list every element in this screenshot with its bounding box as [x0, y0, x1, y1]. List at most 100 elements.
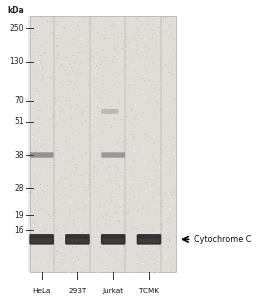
Point [167, 191, 171, 196]
Point [31, 206, 35, 210]
Point [69, 223, 73, 228]
Point [37, 61, 41, 66]
Point [94, 120, 98, 125]
Point [57, 28, 61, 33]
Point [117, 198, 121, 203]
Point [81, 153, 85, 157]
Point [30, 138, 34, 143]
Point [164, 225, 168, 230]
Point [29, 72, 33, 77]
Point [149, 249, 153, 254]
Point [49, 159, 53, 164]
Point [154, 95, 158, 100]
Point [34, 191, 38, 196]
Point [156, 49, 160, 54]
Point [79, 49, 83, 54]
Point [77, 191, 81, 196]
Point [55, 228, 59, 233]
Point [76, 102, 80, 107]
Point [125, 83, 130, 88]
Point [141, 126, 145, 131]
Point [88, 230, 92, 234]
Point [115, 175, 119, 180]
Point [57, 190, 61, 195]
FancyBboxPatch shape [101, 234, 125, 245]
Point [46, 260, 50, 265]
Point [101, 106, 105, 111]
Point [82, 189, 86, 194]
Point [80, 140, 84, 144]
Point [121, 266, 125, 271]
Point [136, 119, 141, 124]
Point [94, 48, 98, 53]
Text: 28: 28 [14, 184, 24, 193]
Point [146, 205, 150, 210]
Point [145, 56, 149, 61]
Point [83, 118, 87, 123]
Point [123, 137, 127, 142]
Point [169, 196, 174, 201]
Point [80, 209, 84, 214]
Point [167, 216, 171, 221]
Point [159, 116, 163, 121]
Point [102, 268, 106, 273]
Point [65, 81, 69, 86]
Point [154, 102, 158, 106]
Point [162, 246, 166, 251]
Point [50, 19, 54, 24]
Text: 293T: 293T [68, 288, 87, 294]
Point [103, 225, 108, 230]
Point [166, 19, 170, 24]
Point [54, 252, 58, 257]
Point [139, 170, 143, 174]
Point [136, 223, 140, 227]
Point [143, 174, 147, 179]
Point [66, 134, 70, 139]
Point [121, 130, 125, 135]
Point [56, 52, 60, 57]
Point [82, 217, 86, 222]
Point [61, 138, 65, 143]
Point [160, 253, 164, 258]
Point [82, 157, 86, 162]
Point [154, 81, 158, 86]
Point [131, 240, 135, 245]
Point [129, 168, 133, 173]
Point [30, 108, 34, 112]
Point [63, 179, 68, 184]
Point [39, 212, 43, 216]
Point [101, 170, 105, 174]
Point [50, 220, 55, 225]
Point [40, 256, 45, 261]
Point [86, 222, 90, 226]
Point [45, 99, 49, 104]
Point [81, 46, 85, 50]
Point [121, 94, 125, 99]
Point [157, 186, 161, 191]
Point [169, 169, 173, 174]
Point [39, 157, 43, 162]
Point [124, 130, 128, 134]
Point [141, 131, 145, 136]
Point [135, 206, 139, 211]
Point [56, 264, 60, 268]
Point [56, 145, 60, 150]
Point [95, 234, 99, 239]
Point [164, 87, 168, 92]
Point [113, 47, 117, 51]
Point [106, 122, 110, 127]
Point [83, 234, 87, 239]
Point [158, 201, 163, 206]
Point [38, 144, 42, 149]
Point [77, 130, 81, 134]
Point [135, 22, 140, 27]
Point [92, 205, 97, 209]
Point [76, 23, 80, 28]
Point [154, 59, 158, 64]
Point [95, 86, 99, 91]
Point [99, 92, 103, 97]
Point [111, 59, 115, 64]
Point [77, 218, 81, 223]
Point [86, 177, 90, 181]
Point [122, 237, 126, 242]
